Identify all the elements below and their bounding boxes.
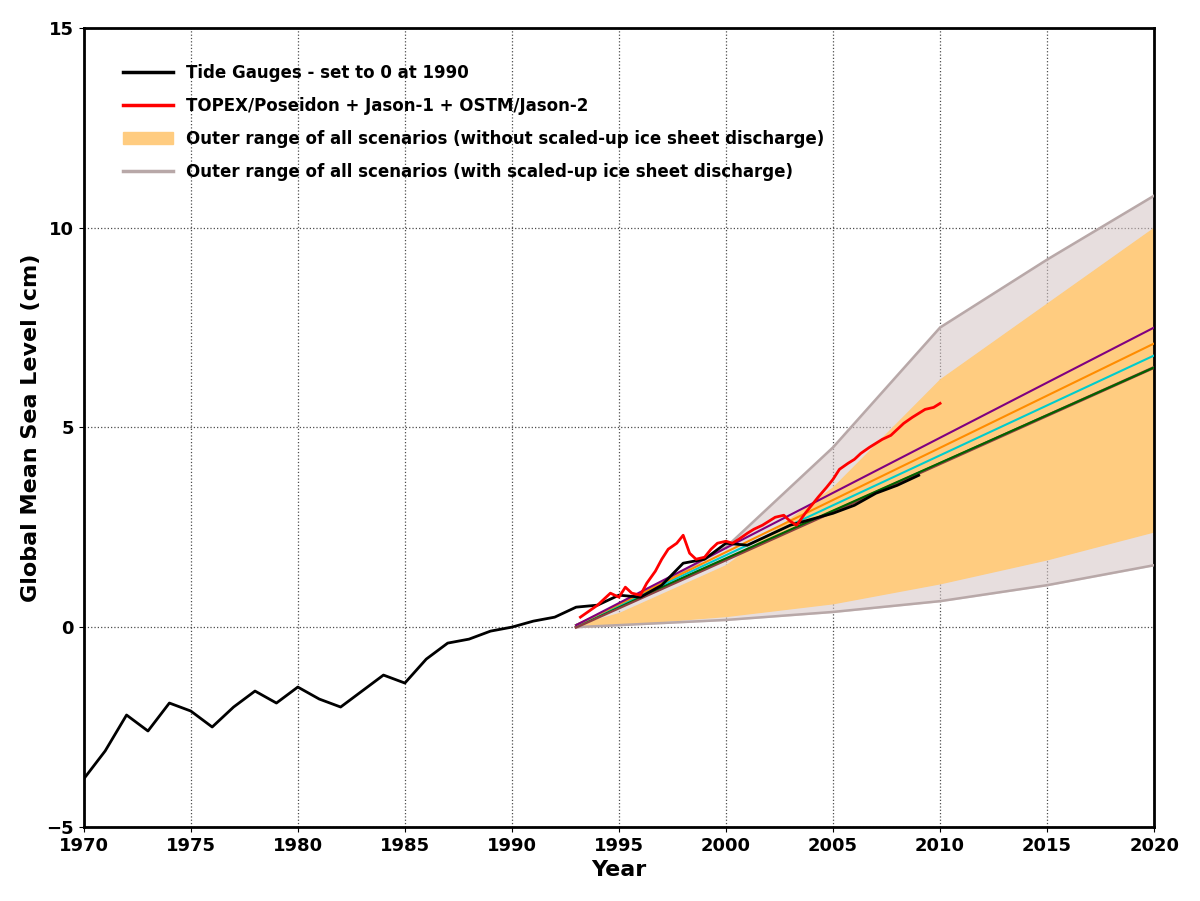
Y-axis label: Global Mean Sea Level (cm): Global Mean Sea Level (cm) — [20, 253, 41, 602]
Legend: Tide Gauges - set to 0 at 1990, TOPEX/Poseidon + Jason-1 + OSTM/Jason-2, Outer r: Tide Gauges - set to 0 at 1990, TOPEX/Po… — [103, 44, 845, 201]
X-axis label: Year: Year — [592, 860, 647, 880]
